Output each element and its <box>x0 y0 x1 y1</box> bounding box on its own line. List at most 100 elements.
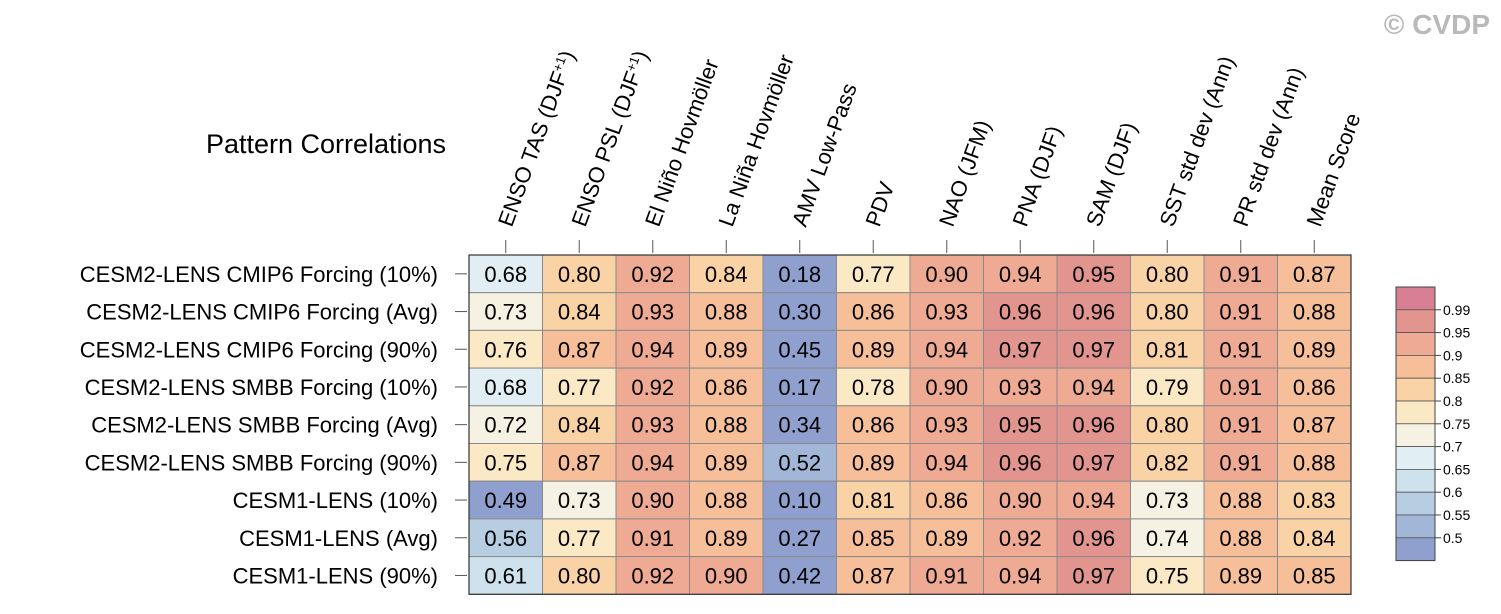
cell-value-label: 0.90 <box>925 375 968 400</box>
cell-value-label: 0.56 <box>484 526 527 551</box>
heatmap-cell <box>615 292 690 331</box>
cell-value-label: 0.96 <box>999 450 1042 475</box>
cell-value-label: 0.75 <box>484 450 527 475</box>
heatmap-cell <box>762 329 837 369</box>
heatmap-cell <box>615 443 690 482</box>
cell-value-label: 0.27 <box>778 526 821 551</box>
heatmap-cells: 0.68 0.80 0.92 0.84 0.18 0.77 0.90 0.94 0.95 0.80… <box>468 254 1352 595</box>
heatmap-cell <box>1130 443 1205 482</box>
colorbar-swatch <box>1395 514 1436 539</box>
heatmap-cell <box>1203 405 1278 444</box>
heatmap-cell <box>1056 518 1131 558</box>
cell-value-label: 0.80 <box>1146 300 1189 325</box>
heatmap-cell <box>909 518 984 558</box>
cell-value-label: 0.90 <box>705 563 748 588</box>
heatmap-cell <box>542 480 617 520</box>
cell-value-label: 0.94 <box>631 450 674 475</box>
cell-value-label: 0.93 <box>925 413 968 438</box>
cell-value-label: 0.94 <box>1072 488 1115 513</box>
cell-value-label: 0.83 <box>1293 488 1336 513</box>
cell-value-label: 0.84 <box>558 413 601 438</box>
heatmap-cell <box>468 443 543 482</box>
cell-value-label: 0.84 <box>705 262 748 287</box>
cell-value-label: 0.97 <box>1072 337 1115 362</box>
row-label: CESM2-LENS SMBB Forcing (10%) <box>85 375 438 400</box>
heatmap-cell <box>468 480 543 520</box>
cell-value-label: 0.91 <box>1219 375 1262 400</box>
heatmap-cell <box>542 292 617 331</box>
heatmap-cell <box>909 367 984 407</box>
colorbar-label: 0.65 <box>1443 461 1470 477</box>
heatmap-cell <box>762 292 837 331</box>
row-label: CESM2-LENS SMBB Forcing (Avg) <box>91 413 438 438</box>
colorbar-label: 0.7 <box>1443 439 1463 455</box>
cell-value-label: 0.86 <box>1293 375 1336 400</box>
column-label: PR std dev (Ann) <box>1228 64 1309 230</box>
cell-value-label: 0.17 <box>778 375 821 400</box>
cell-value-label: 0.68 <box>484 375 527 400</box>
heatmap-cell <box>836 405 911 444</box>
cell-value-label: 0.94 <box>925 337 968 362</box>
heatmap-cell <box>1130 518 1205 558</box>
cell-value-label: 0.86 <box>852 413 895 438</box>
cell-value-label: 0.77 <box>558 526 601 551</box>
cell-value-label: 0.91 <box>1219 262 1262 287</box>
cell-value-label: 0.85 <box>852 526 895 551</box>
cell-value-label: 0.76 <box>484 337 527 362</box>
heatmap-cell <box>1203 443 1278 482</box>
heatmap-cell <box>762 367 837 407</box>
heatmap-cell <box>1203 480 1278 520</box>
cell-value-label: 0.87 <box>1293 413 1336 438</box>
heatmap-cell <box>1056 367 1131 407</box>
cell-value-label: 0.87 <box>852 563 895 588</box>
heatmap-cell <box>1203 329 1278 369</box>
cell-value-label: 0.91 <box>1219 337 1262 362</box>
heatmap-cell <box>1130 480 1205 520</box>
cell-value-label: 0.86 <box>852 300 895 325</box>
row-labels: CESM2-LENS CMIP6 Forcing (10%) CESM2-LENS… <box>80 262 467 588</box>
cell-value-label: 0.72 <box>484 413 527 438</box>
heatmap-cell <box>1056 443 1131 482</box>
cell-value-label: 0.80 <box>1146 262 1189 287</box>
cell-value-label: 0.91 <box>631 526 674 551</box>
cell-value-label: 0.42 <box>778 563 821 588</box>
cell-value-label: 0.73 <box>558 488 601 513</box>
colorbar-swatch <box>1395 468 1436 493</box>
row-label: CESM1-LENS (90%) <box>233 563 438 588</box>
cell-value-label: 0.92 <box>631 262 674 287</box>
colorbar-swatch <box>1395 377 1436 402</box>
cell-value-label: 0.10 <box>778 488 821 513</box>
colorbar-swatch <box>1395 537 1436 561</box>
heatmap-cell <box>983 329 1058 369</box>
heatmap-cell <box>468 367 543 407</box>
heatmap-cell <box>836 556 911 595</box>
cell-value-label: 0.94 <box>631 337 674 362</box>
row-label: CESM1-LENS (10%) <box>233 488 438 513</box>
heatmap-cell <box>1277 480 1352 520</box>
cell-value-label: 0.80 <box>558 563 601 588</box>
heatmap-cell <box>689 367 764 407</box>
heatmap-cell <box>983 367 1058 407</box>
column-label: SST std dev (Ann) <box>1154 53 1239 230</box>
colorbar-label: 0.75 <box>1443 416 1470 432</box>
cell-value-label: 0.94 <box>999 262 1042 287</box>
row-label: CESM2-LENS CMIP6 Forcing (Avg) <box>86 300 438 325</box>
colorbar-swatch <box>1395 354 1436 379</box>
colorbar-swatch <box>1395 423 1436 447</box>
heatmap-cell <box>1277 329 1352 369</box>
heatmap-cell <box>983 518 1058 558</box>
row-label: CESM1-LENS (Avg) <box>239 526 438 551</box>
heatmap-cell <box>909 556 984 595</box>
cell-value-label: 0.89 <box>705 337 748 362</box>
cell-value-label: 0.84 <box>1293 526 1336 551</box>
cell-value-label: 0.91 <box>925 563 968 588</box>
cell-value-label: 0.79 <box>1146 375 1189 400</box>
heatmap-cell <box>983 405 1058 444</box>
row-label: CESM2-LENS CMIP6 Forcing (90%) <box>80 337 438 362</box>
cell-value-label: 0.96 <box>1072 300 1115 325</box>
cell-value-label: 0.81 <box>852 488 895 513</box>
cell-value-label: 0.91 <box>1219 413 1262 438</box>
cell-value-label: 0.68 <box>484 262 527 287</box>
heatmap-cell <box>1056 480 1131 520</box>
